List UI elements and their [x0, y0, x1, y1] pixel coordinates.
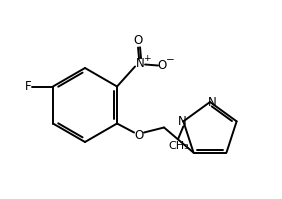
Text: F: F	[25, 80, 31, 93]
Text: −: −	[166, 55, 175, 64]
Text: O: O	[157, 59, 167, 72]
Text: N: N	[178, 115, 187, 128]
Text: N: N	[136, 57, 144, 70]
Text: O: O	[135, 129, 144, 142]
Text: O: O	[133, 34, 143, 47]
Text: +: +	[143, 54, 151, 63]
Text: CH₃: CH₃	[168, 141, 189, 151]
Text: N: N	[208, 96, 216, 108]
